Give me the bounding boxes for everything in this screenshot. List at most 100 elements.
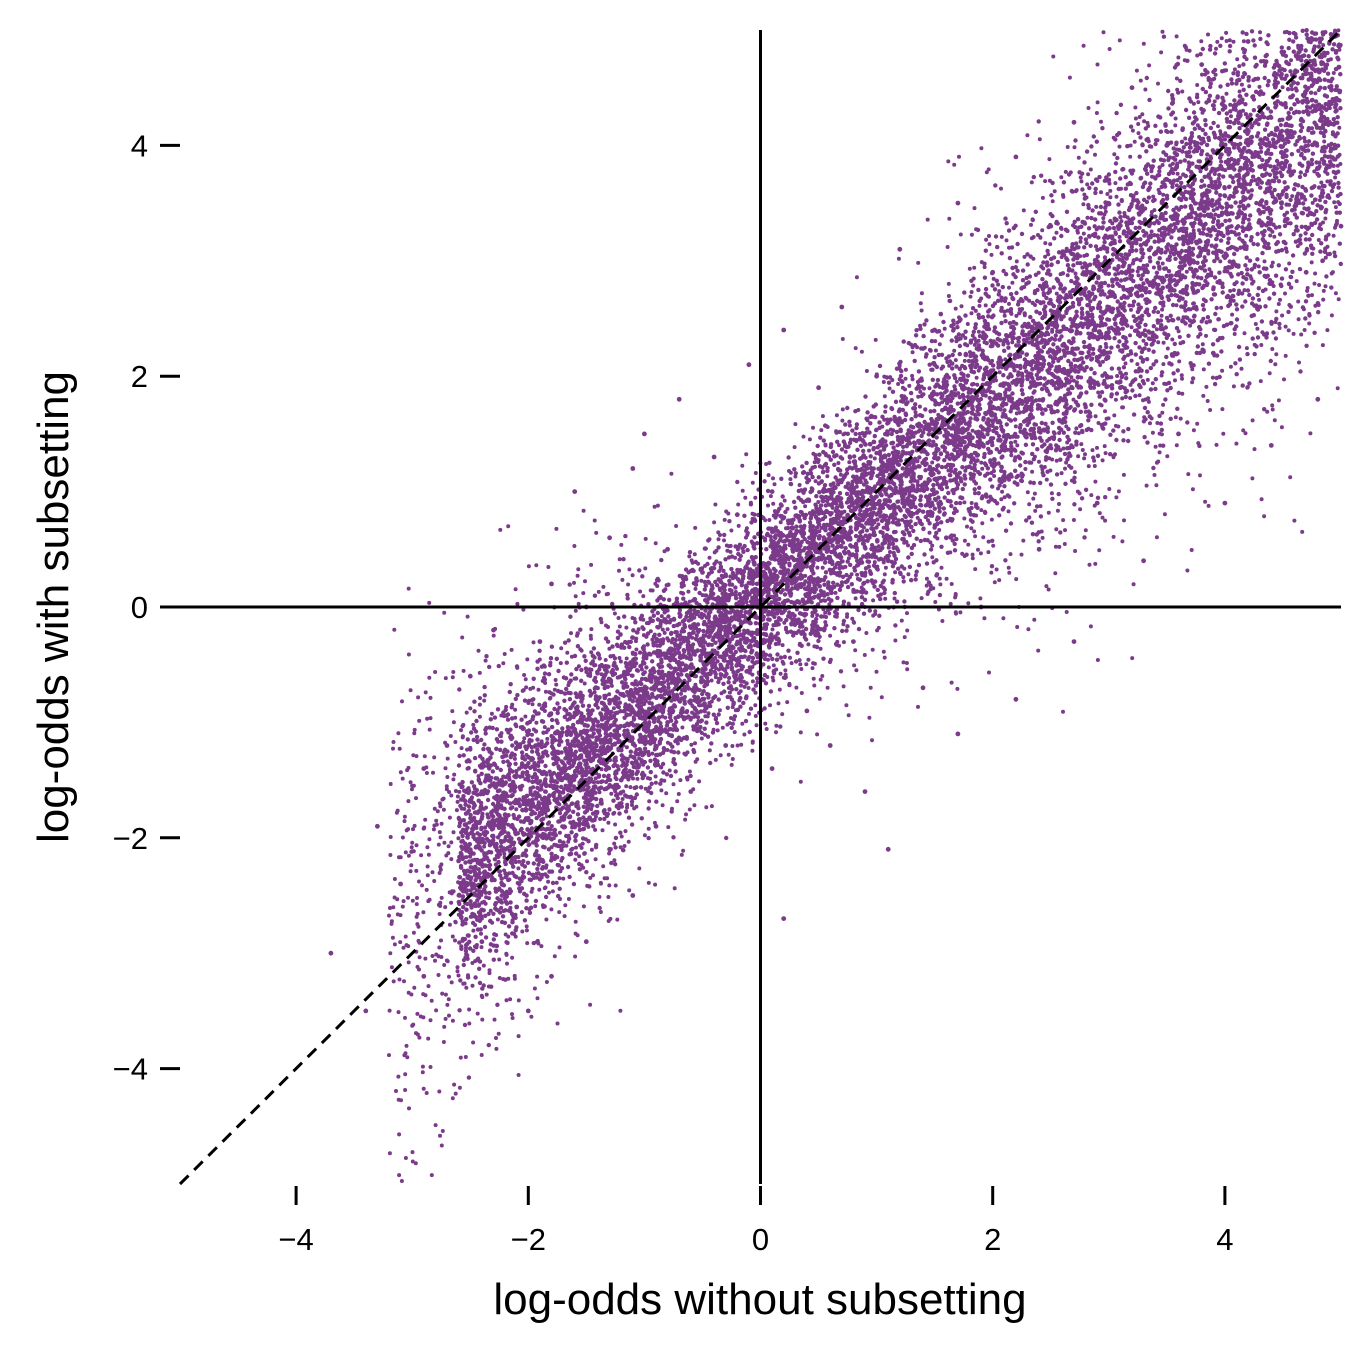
scatter-point [1304, 32, 1309, 37]
scatter-point [1060, 343, 1065, 348]
scatter-point [1302, 172, 1308, 177]
scatter-point [1121, 365, 1127, 370]
scatter-point [1078, 423, 1083, 429]
scatter-point [1157, 169, 1162, 174]
scatter-point [1039, 386, 1045, 392]
scatter-point [995, 244, 1000, 250]
scatter-point [490, 769, 495, 774]
scatter-point [1084, 240, 1089, 246]
scatter-point [559, 847, 564, 853]
scatter-point [613, 845, 618, 850]
scatter-point [1318, 249, 1323, 254]
scatter-point [1101, 220, 1106, 225]
scatter-point [855, 558, 860, 563]
scatter-point [469, 905, 474, 910]
scatter-point [922, 537, 927, 543]
scatter-point [613, 862, 618, 867]
scatter-point [1002, 348, 1007, 353]
scatter-point [913, 577, 918, 582]
scatter-point [1081, 339, 1087, 345]
scatter-point [1043, 421, 1048, 426]
scatter-point [666, 614, 671, 619]
scatter-point [1338, 106, 1343, 111]
scatter-point [1153, 214, 1158, 219]
scatter-point [615, 629, 621, 634]
scatter-point [1183, 107, 1189, 113]
scatter-point [1304, 343, 1309, 348]
scatter-point [1134, 190, 1139, 196]
scatter-point [458, 863, 464, 869]
scatter-point [1234, 317, 1240, 322]
scatter-point [1121, 438, 1126, 443]
scatter-point [548, 827, 553, 832]
scatter-point [971, 370, 977, 375]
scatter-point [957, 343, 963, 349]
scatter-point [543, 763, 548, 769]
scatter-point [1148, 365, 1154, 371]
scatter-point [1098, 246, 1104, 252]
scatter-point [1268, 358, 1274, 364]
scatter-point [521, 739, 526, 745]
scatter-point [534, 775, 539, 780]
scatter-point [1070, 300, 1076, 306]
scatter-point [1053, 333, 1059, 338]
scatter-point [1231, 71, 1236, 76]
scatter-point [902, 599, 907, 604]
scatter-point [1009, 374, 1014, 379]
scatter-point [1099, 390, 1105, 395]
scatter-point [729, 725, 734, 730]
scatter-point [1247, 258, 1253, 263]
scatter-point [984, 381, 989, 387]
scatter-point [792, 467, 797, 472]
scatter-point [1008, 440, 1014, 446]
scatter-point [800, 464, 805, 469]
scatter-point [458, 978, 463, 983]
scatter-point [1040, 277, 1045, 282]
scatter-point [566, 638, 571, 643]
scatter-point [1040, 411, 1045, 416]
scatter-point [1144, 263, 1150, 268]
scatter-point [920, 509, 926, 514]
scatter-point [941, 319, 946, 325]
scatter-point [917, 455, 922, 460]
scatter-point [1103, 398, 1108, 403]
scatter-point [738, 704, 743, 709]
scatter-point [939, 520, 944, 525]
scatter-point [1090, 181, 1095, 186]
scatter-point [1015, 268, 1020, 273]
scatter-point [1237, 93, 1243, 99]
scatter-point [1298, 170, 1304, 175]
scatter-point [1080, 350, 1085, 356]
scatter-point [1255, 335, 1261, 340]
scatter-point [527, 910, 533, 915]
scatter-point [1204, 320, 1209, 325]
scatter-point [1139, 293, 1145, 298]
scatter-point [1144, 341, 1149, 347]
scatter-point [1065, 228, 1070, 234]
scatter-point [1090, 346, 1096, 352]
scatter-point [1080, 219, 1085, 225]
scatter-point [1179, 204, 1184, 210]
scatter-point [985, 471, 990, 476]
scatter-point [993, 183, 998, 188]
scatter-point [1211, 120, 1216, 126]
scatter-point [1288, 197, 1293, 203]
scatter-point [877, 363, 883, 369]
scatter-point [637, 568, 642, 573]
scatter-point [1250, 336, 1255, 341]
scatter-point [500, 828, 505, 834]
scatter-point [1035, 447, 1040, 452]
scatter-point [1090, 208, 1095, 213]
scatter-point [1036, 369, 1041, 374]
scatter-point [542, 671, 548, 676]
scatter-point [1019, 231, 1025, 237]
scatter-point [914, 536, 919, 541]
scatter-point [795, 650, 800, 655]
scatter-point [1261, 91, 1266, 97]
scatter-point [1102, 255, 1108, 260]
scatter-point [649, 701, 654, 706]
scatter-point [461, 794, 466, 799]
scatter-point [1148, 245, 1154, 250]
scatter-point [1166, 269, 1172, 274]
scatter-point [1234, 81, 1239, 86]
